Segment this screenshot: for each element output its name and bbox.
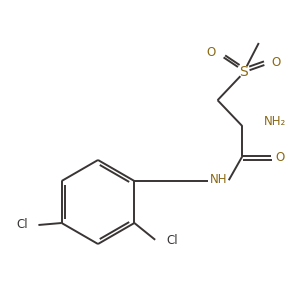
Text: O: O xyxy=(272,56,281,69)
Text: S: S xyxy=(239,65,248,79)
Text: NH₂: NH₂ xyxy=(264,115,287,128)
Text: O: O xyxy=(275,151,284,164)
Text: NH: NH xyxy=(210,173,227,186)
Text: O: O xyxy=(206,46,215,59)
Text: Cl: Cl xyxy=(16,219,27,232)
Text: Cl: Cl xyxy=(166,234,178,247)
